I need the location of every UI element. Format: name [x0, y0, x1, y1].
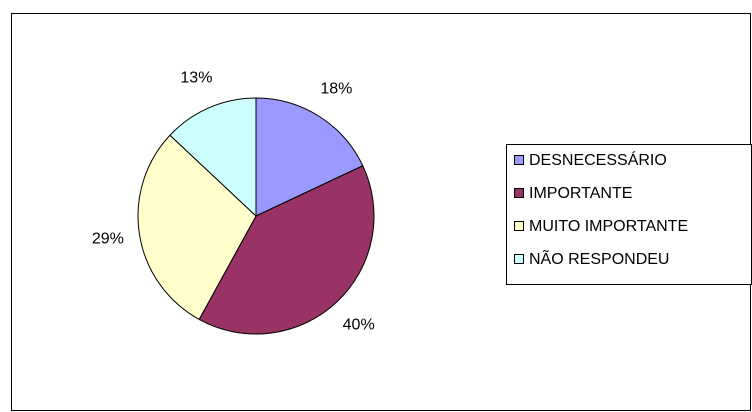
legend-swatch — [514, 254, 524, 264]
pie-slice — [137, 134, 257, 321]
data-label: 40% — [343, 317, 375, 334]
pie-slice — [255, 97, 364, 217]
data-label: 13% — [180, 70, 212, 87]
pie-slice — [169, 97, 257, 218]
legend-label: IMPORTANTE — [529, 185, 632, 202]
data-label: 18% — [320, 81, 352, 98]
legend-box — [506, 144, 752, 285]
pie-slice — [198, 165, 375, 335]
legend-swatch — [514, 155, 524, 165]
data-label: 29% — [92, 231, 124, 248]
legend-label: DESNECESSÁRIO — [529, 150, 667, 169]
legend-label: MUITO IMPORTANTE — [529, 218, 688, 235]
legend-swatch — [514, 221, 524, 231]
legend-label: NÃO RESPONDEU — [529, 248, 669, 268]
legend-swatch — [514, 188, 524, 198]
